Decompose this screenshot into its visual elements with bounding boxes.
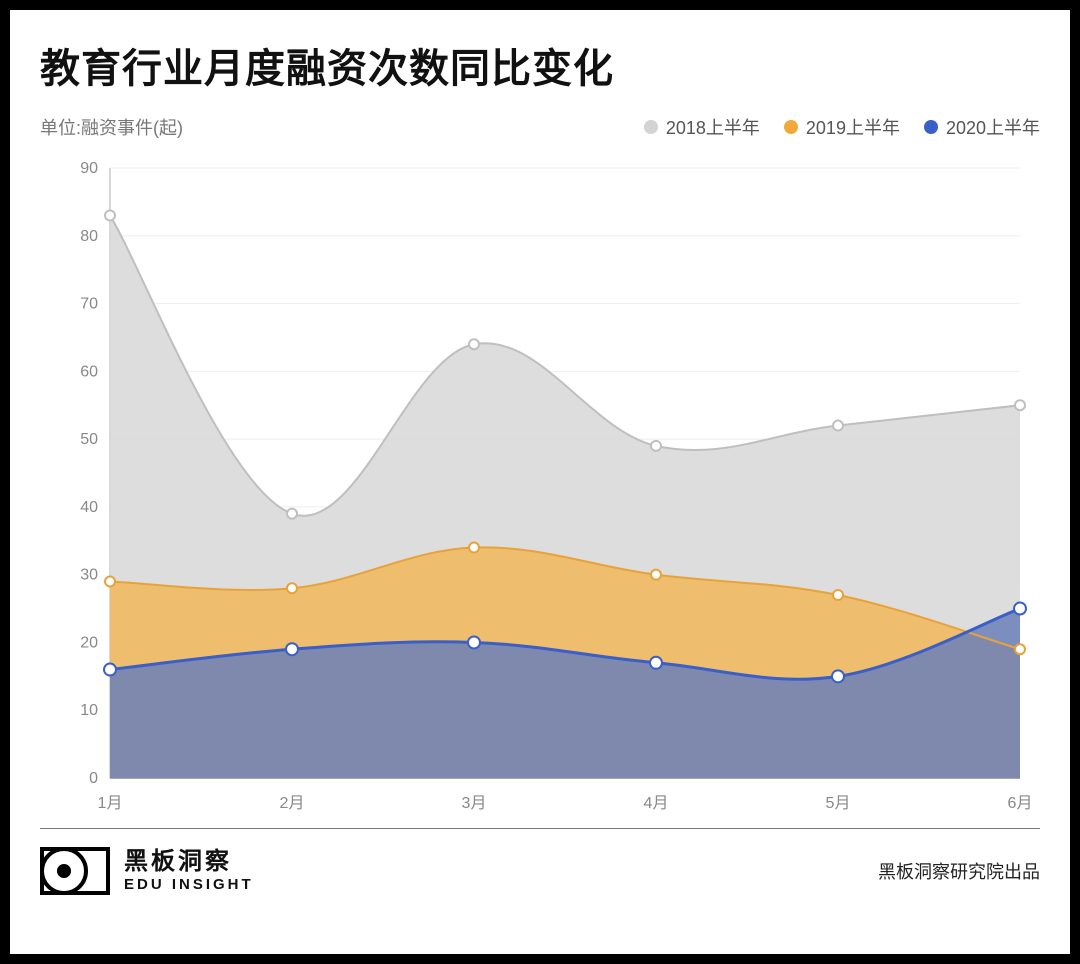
legend-label: 2018上半年 xyxy=(666,114,760,140)
legend-item-2020: 2020上半年 xyxy=(924,114,1040,140)
footer: 黑板洞察 EDU INSIGHT 黑板洞察研究院出品 xyxy=(40,828,1040,895)
svg-text:0: 0 xyxy=(89,770,98,787)
svg-text:2月: 2月 xyxy=(280,795,305,812)
legend-item-2018: 2018上半年 xyxy=(644,114,760,140)
svg-text:4月: 4月 xyxy=(644,795,669,812)
brand: 黑板洞察 EDU INSIGHT xyxy=(40,847,254,895)
unit-label: 单位:融资事件(起) xyxy=(40,114,183,140)
svg-text:90: 90 xyxy=(80,160,98,177)
chart-area: 0 10 20 30 40 50 60 70 80 90 1月 2月 3月 4月 5月 6月 xyxy=(40,148,1040,828)
legend-label: 2019上半年 xyxy=(806,114,900,140)
svg-text:5月: 5月 xyxy=(826,795,851,812)
svg-text:20: 20 xyxy=(80,634,98,651)
svg-text:80: 80 xyxy=(80,228,98,245)
svg-text:50: 50 xyxy=(80,431,98,448)
legend-label: 2020上半年 xyxy=(946,114,1040,140)
svg-text:3月: 3月 xyxy=(462,795,487,812)
legend-item-2019: 2019上半年 xyxy=(784,114,900,140)
brand-en: EDU INSIGHT xyxy=(124,876,254,893)
chart-card: 教育行业月度融资次数同比变化 单位:融资事件(起) 2018上半年 2019上半… xyxy=(0,0,1080,964)
area-chart-svg: 0 10 20 30 40 50 60 70 80 90 1月 2月 3月 4月 5月 6月 xyxy=(40,148,1040,828)
svg-text:10: 10 xyxy=(80,702,98,719)
svg-text:1月: 1月 xyxy=(98,795,123,812)
chart-subhead: 单位:融资事件(起) 2018上半年 2019上半年 2020上半年 xyxy=(40,114,1040,140)
legend: 2018上半年 2019上半年 2020上半年 xyxy=(644,114,1040,140)
svg-text:40: 40 xyxy=(80,499,98,516)
legend-dot-icon xyxy=(784,120,798,134)
brand-text: 黑板洞察 EDU INSIGHT xyxy=(124,849,254,892)
legend-dot-icon xyxy=(644,120,658,134)
svg-text:30: 30 xyxy=(80,567,98,584)
brand-logo-icon xyxy=(40,847,110,895)
legend-dot-icon xyxy=(924,120,938,134)
chart-title: 教育行业月度融资次数同比变化 xyxy=(40,36,1040,94)
svg-text:60: 60 xyxy=(80,363,98,380)
credit-text: 黑板洞察研究院出品 xyxy=(878,858,1040,884)
svg-text:70: 70 xyxy=(80,296,98,313)
brand-cn: 黑板洞察 xyxy=(124,849,254,875)
svg-text:6月: 6月 xyxy=(1008,795,1033,812)
